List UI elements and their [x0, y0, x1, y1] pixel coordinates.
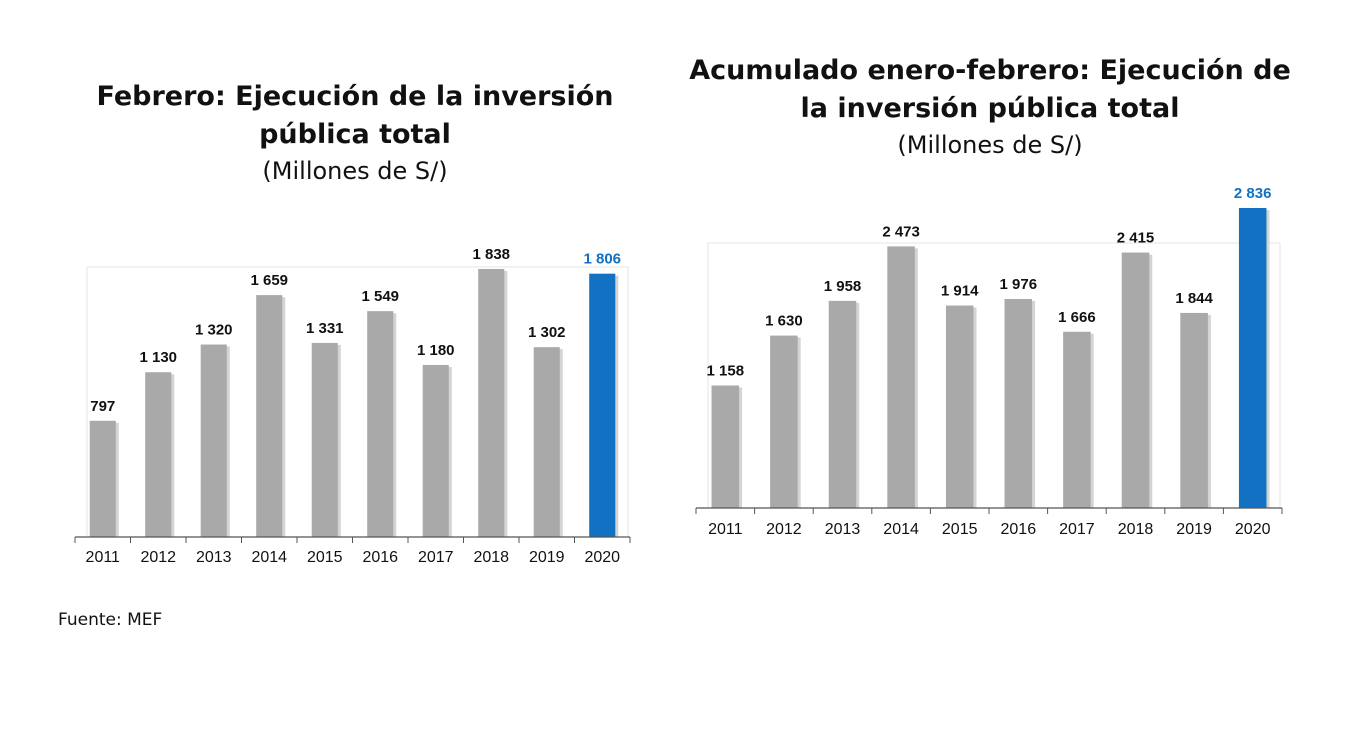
data-label-2018: 2 415 — [1117, 230, 1155, 247]
x-tick-label-2016: 2016 — [1001, 521, 1037, 538]
x-tick-label-2011: 2011 — [86, 549, 121, 566]
bar-2018 — [478, 269, 505, 537]
bar-2016 — [367, 311, 394, 537]
x-tick-label-2014: 2014 — [251, 549, 287, 566]
data-label-2020: 2 836 — [1234, 185, 1272, 202]
x-tick-label-2013: 2013 — [825, 521, 861, 538]
x-tick-label-2014: 2014 — [883, 521, 919, 538]
data-label-2011: 797 — [90, 398, 115, 415]
chart-febrero: Febrero: Ejecución de la inversión públi… — [40, 78, 670, 188]
x-tick-label-2012: 2012 — [140, 549, 176, 566]
chart-acumulado: Acumulado enero-febrero: Ejecución de la… — [680, 52, 1300, 162]
data-label-2014: 2 473 — [882, 223, 920, 240]
chart-subtitle: (Millones de S/) — [897, 131, 1083, 159]
bar-2019 — [533, 347, 560, 537]
data-label-2019: 1 302 — [528, 324, 566, 341]
x-tick-label-2018: 2018 — [473, 549, 509, 566]
x-tick-label-2020: 2020 — [584, 549, 620, 566]
bar-2017 — [1063, 331, 1091, 508]
bar-2012 — [145, 372, 172, 537]
chart-title: Febrero: Ejecución de la inversión públi… — [96, 81, 614, 150]
plot-frame — [707, 242, 1281, 508]
x-tick-label-2020: 2020 — [1235, 521, 1271, 538]
data-label-2015: 1 914 — [941, 283, 979, 300]
x-tick-label-2017: 2017 — [1059, 521, 1095, 538]
bar-2012 — [770, 335, 798, 508]
x-tick-label-2016: 2016 — [362, 549, 398, 566]
x-tick-label-2013: 2013 — [196, 549, 232, 566]
data-label-2017: 1 180 — [417, 342, 455, 359]
data-label-2013: 1 320 — [195, 322, 233, 339]
bar-2016 — [1004, 298, 1033, 508]
data-label-2012: 1 130 — [139, 349, 177, 366]
bar-2015 — [945, 305, 974, 508]
data-label-2016: 1 976 — [1000, 276, 1038, 293]
x-tick-label-2019: 2019 — [1176, 521, 1212, 538]
plot-frame — [86, 266, 629, 537]
x-tick-label-2012: 2012 — [766, 521, 802, 538]
x-tick-label-2015: 2015 — [942, 521, 978, 538]
data-label-2014: 1 659 — [250, 272, 288, 289]
x-tick-label-2015: 2015 — [307, 549, 343, 566]
chart-title: Acumulado enero-febrero: Ejecución de la… — [689, 55, 1291, 124]
bar-2020 — [1238, 208, 1267, 508]
data-label-2019: 1 844 — [1175, 290, 1213, 307]
bar-2019 — [1180, 312, 1208, 508]
bar-2015 — [311, 342, 338, 537]
bar-2014 — [256, 295, 283, 537]
data-label-2017: 1 666 — [1058, 309, 1096, 326]
data-label-2013: 1 958 — [824, 278, 862, 295]
data-label-2012: 1 630 — [765, 313, 803, 330]
data-label-2015: 1 331 — [306, 320, 344, 337]
chart-subtitle: (Millones de S/) — [262, 157, 448, 185]
data-label-2020: 1 806 — [583, 251, 621, 268]
x-tick-label-2018: 2018 — [1118, 521, 1154, 538]
bar-2011 — [89, 420, 116, 537]
bar-2014 — [887, 246, 915, 508]
data-label-2016: 1 549 — [361, 288, 399, 305]
data-label-2018: 1 838 — [472, 246, 510, 263]
bar-2020 — [589, 273, 616, 537]
bar-2013 — [200, 344, 227, 537]
bar-2013 — [828, 300, 857, 508]
bar-2018 — [1121, 252, 1150, 508]
bar-2017 — [422, 364, 449, 537]
x-tick-label-2017: 2017 — [418, 549, 454, 566]
x-tick-label-2019: 2019 — [529, 549, 565, 566]
bar-2011 — [711, 385, 740, 508]
data-label-2011: 1 158 — [707, 363, 745, 380]
x-tick-label-2011: 2011 — [708, 521, 743, 538]
source-note: Fuente: MEF — [58, 610, 163, 630]
